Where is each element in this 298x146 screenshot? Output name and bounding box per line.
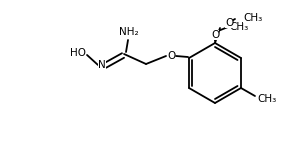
Text: O: O [225, 18, 233, 28]
Text: CH₃: CH₃ [243, 13, 262, 23]
Text: NH₂: NH₂ [119, 27, 139, 37]
Text: O: O [211, 30, 219, 40]
Text: CH₃: CH₃ [257, 94, 277, 104]
Text: CH₃: CH₃ [229, 22, 248, 32]
Text: HO: HO [70, 48, 86, 58]
Text: N: N [98, 60, 106, 70]
Text: O: O [167, 51, 175, 61]
